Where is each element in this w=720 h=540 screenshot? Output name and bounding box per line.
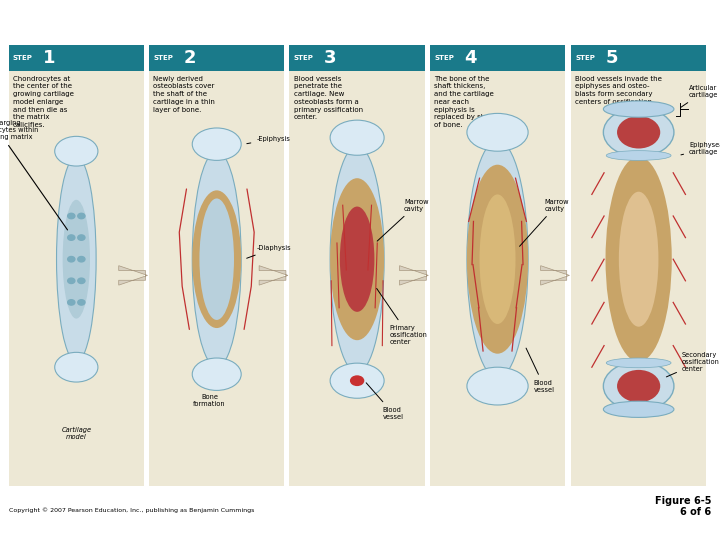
Text: Blood vessels
penetrate the
cartilage. New
osteoblasts form a
primary ossificati: Blood vessels penetrate the cartilage. N… — [294, 76, 363, 120]
Text: 4: 4 — [464, 49, 477, 67]
Ellipse shape — [606, 157, 672, 362]
Bar — [9, 45, 144, 71]
Polygon shape — [259, 266, 288, 285]
Ellipse shape — [467, 113, 528, 151]
Text: Cartilage
model: Cartilage model — [61, 427, 91, 440]
Ellipse shape — [603, 401, 674, 417]
Text: Blood vessels invade the
epiphyses and osteo-
blasts form secondary
centers of o: Blood vessels invade the epiphyses and o… — [575, 76, 662, 105]
Text: Chondrocytes at
the center of the
growing cartilage
model enlarge
and then die a: Chondrocytes at the center of the growin… — [13, 76, 74, 128]
Ellipse shape — [480, 194, 516, 324]
Bar — [571, 45, 706, 486]
Text: Copyright © 2007 Pearson Education, Inc., publishing as Benjamin Cummings: Copyright © 2007 Pearson Education, Inc.… — [9, 508, 254, 513]
Ellipse shape — [192, 358, 241, 390]
Ellipse shape — [55, 136, 98, 166]
Bar — [149, 45, 284, 71]
Ellipse shape — [330, 120, 384, 156]
Polygon shape — [119, 266, 148, 285]
Text: Secondary
ossification
center: Secondary ossification center — [667, 352, 720, 377]
Text: 5: 5 — [606, 49, 618, 67]
Ellipse shape — [467, 140, 528, 378]
Ellipse shape — [192, 191, 241, 328]
Ellipse shape — [467, 165, 528, 354]
Bar — [9, 45, 144, 486]
Ellipse shape — [330, 146, 384, 373]
Text: STEP: STEP — [294, 55, 314, 61]
Text: Marrow
cavity: Marrow cavity — [377, 199, 428, 241]
Ellipse shape — [603, 362, 674, 410]
Circle shape — [78, 278, 85, 284]
Ellipse shape — [617, 116, 660, 148]
Ellipse shape — [340, 206, 374, 312]
Circle shape — [68, 300, 75, 305]
Text: Bone
formation: Bone formation — [193, 394, 226, 407]
Text: 3: 3 — [324, 49, 336, 67]
Ellipse shape — [192, 128, 241, 160]
Ellipse shape — [617, 370, 660, 402]
Text: Blood
vessel: Blood vessel — [366, 383, 403, 420]
Ellipse shape — [55, 352, 98, 382]
Text: Figure 6-5
6 of 6: Figure 6-5 6 of 6 — [655, 496, 711, 517]
Ellipse shape — [56, 157, 96, 362]
Bar — [289, 45, 425, 486]
Circle shape — [68, 256, 75, 262]
Ellipse shape — [603, 108, 674, 157]
Text: STEP: STEP — [13, 55, 33, 61]
Ellipse shape — [606, 358, 671, 368]
Circle shape — [78, 235, 85, 240]
Text: STEP: STEP — [153, 55, 174, 61]
Ellipse shape — [330, 178, 384, 340]
Text: Epiphyseal
cartilage: Epiphyseal cartilage — [681, 142, 720, 155]
Text: -Epiphysis: -Epiphysis — [247, 136, 290, 144]
Text: 2: 2 — [184, 49, 196, 67]
Bar — [571, 45, 706, 71]
Ellipse shape — [63, 200, 90, 319]
Bar — [289, 45, 425, 71]
Circle shape — [78, 213, 85, 219]
Ellipse shape — [619, 192, 658, 327]
Circle shape — [68, 235, 75, 240]
Ellipse shape — [192, 151, 241, 367]
Polygon shape — [541, 266, 570, 285]
Bar — [430, 45, 565, 71]
Circle shape — [78, 256, 85, 262]
Text: Blood
vessel: Blood vessel — [526, 348, 554, 393]
Ellipse shape — [350, 375, 364, 386]
Bar — [149, 45, 284, 486]
Polygon shape — [400, 266, 428, 285]
Text: Newly derived
osteoblasts cover
the shaft of the
cartilage in a thin
layer of bo: Newly derived osteoblasts cover the shaf… — [153, 76, 215, 113]
Text: The bone of the
shaft thickens,
and the cartilage
near each
epiphysis is
replace: The bone of the shaft thickens, and the … — [434, 76, 498, 128]
Ellipse shape — [603, 101, 674, 117]
Text: -Diaphysis: -Diaphysis — [247, 245, 291, 258]
Text: Marrow
cavity: Marrow cavity — [520, 199, 569, 246]
Text: Enlarging
chondrocytes within
calcifying matrix: Enlarging chondrocytes within calcifying… — [0, 120, 68, 230]
Ellipse shape — [199, 198, 234, 320]
Circle shape — [68, 213, 75, 219]
Text: STEP: STEP — [575, 55, 595, 61]
Ellipse shape — [330, 363, 384, 399]
Text: Articular
cartilage: Articular cartilage — [680, 85, 719, 107]
Text: Primary
ossification
center: Primary ossification center — [377, 288, 428, 345]
Circle shape — [68, 278, 75, 284]
Text: STEP: STEP — [434, 55, 454, 61]
Text: 1: 1 — [43, 49, 55, 67]
Ellipse shape — [606, 151, 671, 160]
Bar — [430, 45, 565, 486]
Ellipse shape — [467, 367, 528, 405]
Circle shape — [78, 300, 85, 305]
